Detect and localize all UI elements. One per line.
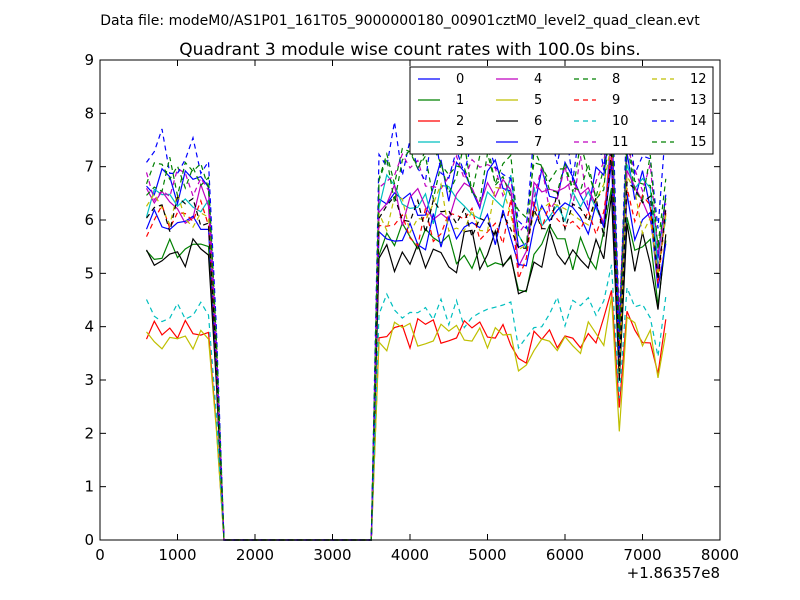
x-tick-label: 3000 bbox=[313, 546, 351, 564]
series-line-2 bbox=[145, 290, 667, 541]
y-tick-label: 8 bbox=[84, 104, 94, 122]
legend-box bbox=[409, 66, 714, 155]
legend-label-9: 9 bbox=[612, 93, 620, 108]
legend-label-0: 0 bbox=[456, 72, 464, 87]
series-line-0 bbox=[146, 117, 667, 541]
y-tick-label: 4 bbox=[84, 318, 94, 336]
y-tick-label: 6 bbox=[84, 211, 94, 229]
legend-label-10: 10 bbox=[612, 114, 629, 129]
x-tick-label: 0 bbox=[95, 546, 105, 564]
legend-label-14: 14 bbox=[690, 114, 707, 129]
legend-label-8: 8 bbox=[612, 72, 620, 87]
y-tick-label: 7 bbox=[84, 158, 94, 176]
x-tick-label: 5000 bbox=[468, 546, 506, 564]
x-tick-label: 8000 bbox=[701, 546, 739, 564]
legend-label-6: 6 bbox=[534, 114, 542, 129]
series-line-15 bbox=[146, 104, 667, 541]
x-tick-label: 1000 bbox=[158, 546, 196, 564]
series-line-6 bbox=[145, 194, 667, 541]
series-line-13 bbox=[146, 149, 667, 541]
x-offset-label: +1.86357e8 bbox=[627, 564, 720, 582]
axes: 0 1000 2000 3000 4000 5000 6000 7000 80000123456… bbox=[84, 51, 739, 564]
chart-suptitle: Data file: modeM0/AS1P01_161T05_90000001… bbox=[100, 13, 700, 29]
legend-label-4: 4 bbox=[534, 72, 542, 87]
series-line-8 bbox=[145, 98, 667, 541]
y-tick-label: 9 bbox=[84, 51, 94, 69]
y-tick-label: 0 bbox=[84, 531, 94, 549]
legend-label-3: 3 bbox=[456, 135, 464, 150]
legend-label-12: 12 bbox=[690, 72, 707, 87]
legend-label-13: 13 bbox=[690, 93, 707, 108]
series-line-1 bbox=[146, 187, 667, 541]
series-line-9 bbox=[145, 155, 667, 541]
series-line-10 bbox=[145, 264, 667, 541]
x-tick-label: 2000 bbox=[236, 546, 274, 564]
y-tick-label: 3 bbox=[84, 371, 94, 389]
series-line-7 bbox=[145, 162, 667, 541]
legend-label-1: 1 bbox=[456, 93, 464, 108]
legend-label-11: 11 bbox=[612, 135, 629, 150]
x-tick-label: 6000 bbox=[546, 546, 584, 564]
legend-label-15: 15 bbox=[690, 135, 707, 150]
x-tick-label: 7000 bbox=[623, 546, 661, 564]
legend-label-5: 5 bbox=[534, 93, 542, 108]
chart-title: Quadrant 3 module wise count rates with … bbox=[179, 40, 640, 60]
series-line-12 bbox=[145, 143, 667, 541]
x-tick-label: 4000 bbox=[391, 546, 429, 564]
legend-label-7: 7 bbox=[534, 135, 542, 150]
y-tick-label: 1 bbox=[84, 478, 94, 496]
y-tick-label: 2 bbox=[84, 424, 94, 442]
y-tick-label: 5 bbox=[84, 264, 94, 282]
legend-label-2: 2 bbox=[456, 114, 464, 129]
